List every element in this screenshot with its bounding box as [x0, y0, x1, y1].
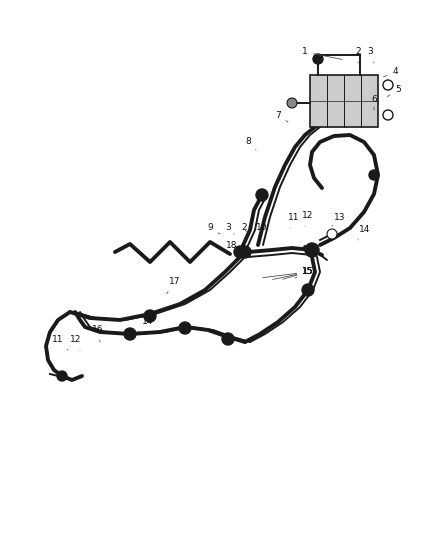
- Circle shape: [234, 246, 246, 258]
- Circle shape: [222, 333, 234, 345]
- Text: 13: 13: [332, 214, 346, 226]
- Circle shape: [179, 322, 191, 334]
- Circle shape: [256, 189, 268, 201]
- Text: 17: 17: [166, 278, 181, 294]
- Text: 12: 12: [71, 335, 82, 350]
- Text: 4: 4: [384, 68, 398, 77]
- Text: 14: 14: [138, 318, 154, 332]
- Circle shape: [239, 246, 251, 258]
- Text: 11: 11: [52, 335, 68, 350]
- Circle shape: [124, 328, 136, 340]
- Text: 2: 2: [241, 223, 247, 232]
- Text: 12: 12: [302, 212, 314, 226]
- Text: 11: 11: [288, 214, 300, 228]
- Circle shape: [57, 371, 67, 381]
- Bar: [310, 75, 378, 127]
- Circle shape: [305, 243, 319, 257]
- Circle shape: [144, 310, 156, 322]
- Circle shape: [327, 229, 337, 239]
- Circle shape: [302, 284, 314, 296]
- Text: 10: 10: [256, 223, 268, 232]
- Text: 1: 1: [302, 47, 342, 60]
- Text: 6: 6: [371, 95, 377, 110]
- Text: 15: 15: [273, 268, 314, 279]
- Circle shape: [313, 54, 323, 64]
- Text: 7: 7: [275, 110, 288, 122]
- Text: 2: 2: [355, 47, 361, 63]
- Circle shape: [287, 98, 297, 108]
- Text: 16: 16: [92, 326, 104, 342]
- Circle shape: [383, 80, 393, 90]
- Text: 3: 3: [367, 47, 374, 63]
- Text: 15: 15: [295, 268, 314, 278]
- Text: 9: 9: [207, 223, 220, 234]
- Text: 14: 14: [358, 225, 371, 240]
- Text: 18: 18: [226, 241, 238, 251]
- Circle shape: [369, 170, 379, 180]
- Text: 8: 8: [245, 138, 256, 150]
- Text: 15: 15: [283, 268, 314, 279]
- Text: 15: 15: [263, 268, 314, 278]
- Circle shape: [383, 110, 393, 120]
- Text: 5: 5: [387, 85, 401, 96]
- Text: 3: 3: [225, 223, 234, 234]
